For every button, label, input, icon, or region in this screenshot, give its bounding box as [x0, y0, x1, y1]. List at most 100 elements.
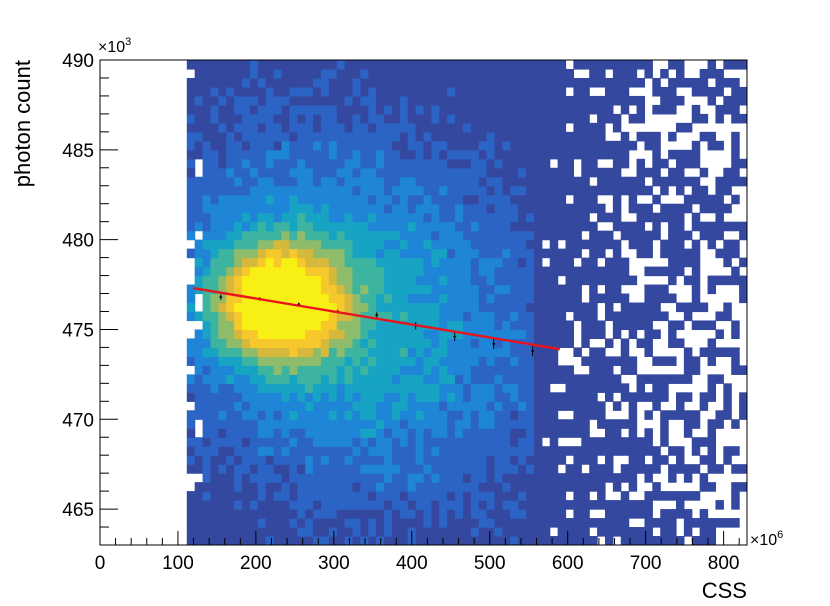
heatmap-cell: [305, 293, 314, 304]
heatmap-cell: [431, 329, 440, 340]
heatmap-cell: [289, 527, 298, 537]
heatmap-cell: [533, 482, 543, 492]
heatmap-cell: [486, 248, 496, 259]
heatmap-cell: [423, 122, 432, 133]
heatmap-cell: [581, 428, 590, 438]
heatmap-cell: [423, 446, 432, 456]
heatmap-cell: [541, 446, 551, 456]
heatmap-cell: [597, 518, 606, 528]
heatmap-cell: [447, 482, 456, 492]
heatmap-cell: [628, 464, 638, 474]
heatmap-cell: [707, 383, 717, 393]
heatmap-cell: [478, 158, 488, 169]
heatmap-cell: [226, 248, 235, 259]
heatmap-cell: [305, 60, 314, 70]
heatmap-cell: [313, 158, 322, 169]
heatmap-cell: [573, 275, 582, 286]
heatmap-cell: [313, 230, 322, 241]
heatmap-cell: [297, 140, 306, 151]
heatmap-cell: [565, 131, 575, 142]
heatmap-cell: [439, 347, 448, 357]
heatmap-cell: [344, 383, 354, 393]
heatmap-cell: [455, 176, 464, 187]
heatmap-cell: [644, 284, 653, 295]
heatmap-cell: [226, 455, 235, 465]
heatmap-cell: [273, 68, 283, 79]
heatmap-cell: [313, 95, 322, 106]
heatmap-cell: [502, 203, 511, 214]
heatmap-cell: [541, 347, 551, 357]
heatmap-cell: [328, 392, 338, 402]
heatmap-cell: [328, 284, 338, 295]
y-tick-label: 475: [62, 320, 94, 341]
heatmap-cell: [691, 248, 701, 259]
heatmap-cell: [455, 68, 464, 79]
heatmap-cell: [707, 428, 717, 438]
heatmap-cell: [273, 401, 283, 411]
heatmap-cell: [660, 383, 669, 393]
heatmap-cell: [289, 455, 298, 465]
heatmap-cell: [305, 437, 314, 447]
heatmap-cell: [612, 68, 622, 79]
heatmap-cell: [612, 518, 622, 528]
heatmap-cell: [549, 338, 559, 349]
heatmap-cell: [533, 77, 543, 88]
heatmap-cell: [518, 257, 527, 268]
heatmap-cell: [502, 518, 511, 528]
heatmap-cell: [668, 95, 677, 106]
heatmap-cell: [320, 410, 330, 420]
heatmap-cell: [589, 302, 598, 313]
heatmap-cell: [683, 410, 693, 420]
heatmap-cell: [257, 410, 267, 420]
heatmap-cell: [636, 95, 646, 106]
heatmap-cell: [360, 464, 369, 474]
heatmap-cell: [636, 77, 646, 88]
heatmap-cell: [660, 266, 669, 277]
heatmap-cell: [391, 248, 401, 259]
heatmap-cell: [699, 167, 709, 178]
heatmap-cell: [589, 131, 598, 142]
heatmap-cell: [455, 338, 464, 349]
heatmap-cell: [478, 239, 488, 250]
heatmap-cell: [549, 491, 559, 501]
heatmap-cell: [415, 338, 425, 349]
heatmap-cell: [391, 131, 401, 142]
heatmap-cell: [344, 176, 354, 187]
heatmap-cell: [360, 212, 369, 223]
heatmap-cell: [423, 230, 432, 241]
heatmap-cell: [447, 356, 456, 366]
heatmap-cell: [210, 446, 219, 456]
heatmap-cell: [533, 401, 543, 411]
heatmap-cell: [486, 60, 496, 70]
heatmap-cell: [652, 266, 661, 277]
heatmap-cell: [320, 419, 330, 429]
heatmap-cell: [462, 68, 472, 79]
heatmap-cell: [376, 77, 385, 88]
heatmap-cell: [328, 68, 338, 79]
heatmap-cell: [478, 149, 488, 160]
heatmap-cell: [604, 311, 614, 322]
heatmap-cell: [265, 176, 275, 187]
heatmap-cell: [691, 266, 701, 277]
heatmap-cell: [249, 60, 259, 70]
heatmap-cell: [462, 500, 472, 510]
heatmap-cell: [739, 113, 747, 124]
heatmap-cell: [494, 455, 503, 465]
heatmap-cell: [226, 347, 235, 357]
heatmap-cell: [297, 311, 306, 322]
heatmap-cell: [202, 311, 212, 322]
heatmap-cell: [328, 428, 338, 438]
heatmap-cell: [478, 536, 488, 545]
heatmap-cell: [478, 302, 488, 313]
heatmap-cell: [431, 275, 440, 286]
heatmap-cell: [439, 203, 448, 214]
heatmap-cell: [257, 284, 267, 295]
heatmap-cell: [360, 365, 369, 375]
heatmap-cell: [423, 113, 432, 124]
heatmap-cell: [589, 140, 598, 151]
heatmap-cell: [581, 446, 590, 456]
heatmap-cell: [636, 527, 646, 537]
heatmap-cell: [431, 122, 440, 133]
heatmap-cell: [242, 212, 251, 223]
heatmap-cell: [581, 266, 590, 277]
